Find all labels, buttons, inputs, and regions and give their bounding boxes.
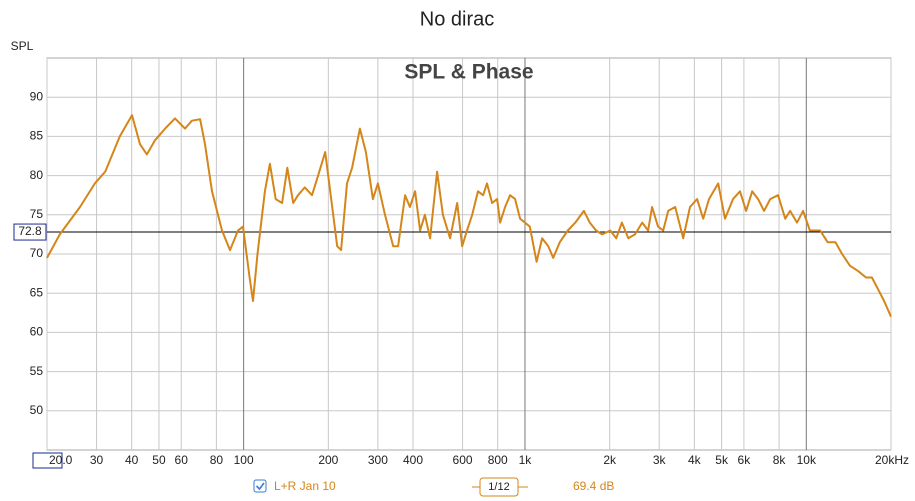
legend-entry: L+R Jan 10 <box>274 479 336 493</box>
y-tick-label: 85 <box>30 129 44 143</box>
x-tick-label: 300 <box>368 453 388 467</box>
x-tick-label: 4k <box>688 453 702 467</box>
chart-title: No dirac <box>420 8 494 30</box>
cursor-label: 72.8 <box>18 224 42 238</box>
legend-checkbox[interactable] <box>253 479 267 493</box>
y-axis-label: SPL <box>11 39 34 53</box>
smoothing-label: 1/12 <box>488 481 509 493</box>
chart-subtitle: SPL & Phase <box>404 61 533 84</box>
y-tick-label: 75 <box>30 207 44 221</box>
x-tick-label: 2k <box>603 453 617 467</box>
x-tick-label: 10k <box>797 453 817 467</box>
x-tick-label: 20.0 <box>49 453 73 467</box>
y-tick-label: 60 <box>30 325 44 339</box>
x-tick-label: 40 <box>125 453 139 467</box>
x-tick-label: 5k <box>715 453 729 467</box>
smoothing-box[interactable] <box>479 477 519 497</box>
cursor-box <box>13 223 47 241</box>
x-tick-label: 200 <box>318 453 338 467</box>
x-tick-label: 50 <box>152 453 166 467</box>
y-tick-label: 65 <box>30 285 44 299</box>
x-start-box <box>32 452 63 469</box>
y-tick-label: 50 <box>30 403 44 417</box>
y-tick-label: 55 <box>30 364 44 378</box>
y-tick-label: 70 <box>30 246 44 260</box>
x-tick-label: 100 <box>234 453 254 467</box>
x-tick-label: 400 <box>403 453 423 467</box>
x-tick-label: 60 <box>175 453 189 467</box>
x-tick-label: 6k <box>738 453 752 467</box>
x-tick-label: 800 <box>488 453 508 467</box>
y-tick-label: 80 <box>30 168 44 182</box>
x-tick-label: 600 <box>453 453 473 467</box>
x-tick-label: 3k <box>653 453 667 467</box>
series-line <box>46 114 892 318</box>
checkmark <box>255 482 265 491</box>
x-tick-label: 1k <box>519 453 533 467</box>
readout: 69.4 dB <box>573 479 614 493</box>
x-tick-label: 30 <box>90 453 104 467</box>
x-tick-label: 80 <box>210 453 224 467</box>
y-tick-label: 90 <box>30 89 44 103</box>
x-tick-label: 20kHz <box>875 453 909 467</box>
x-tick-label: 8k <box>773 453 787 467</box>
